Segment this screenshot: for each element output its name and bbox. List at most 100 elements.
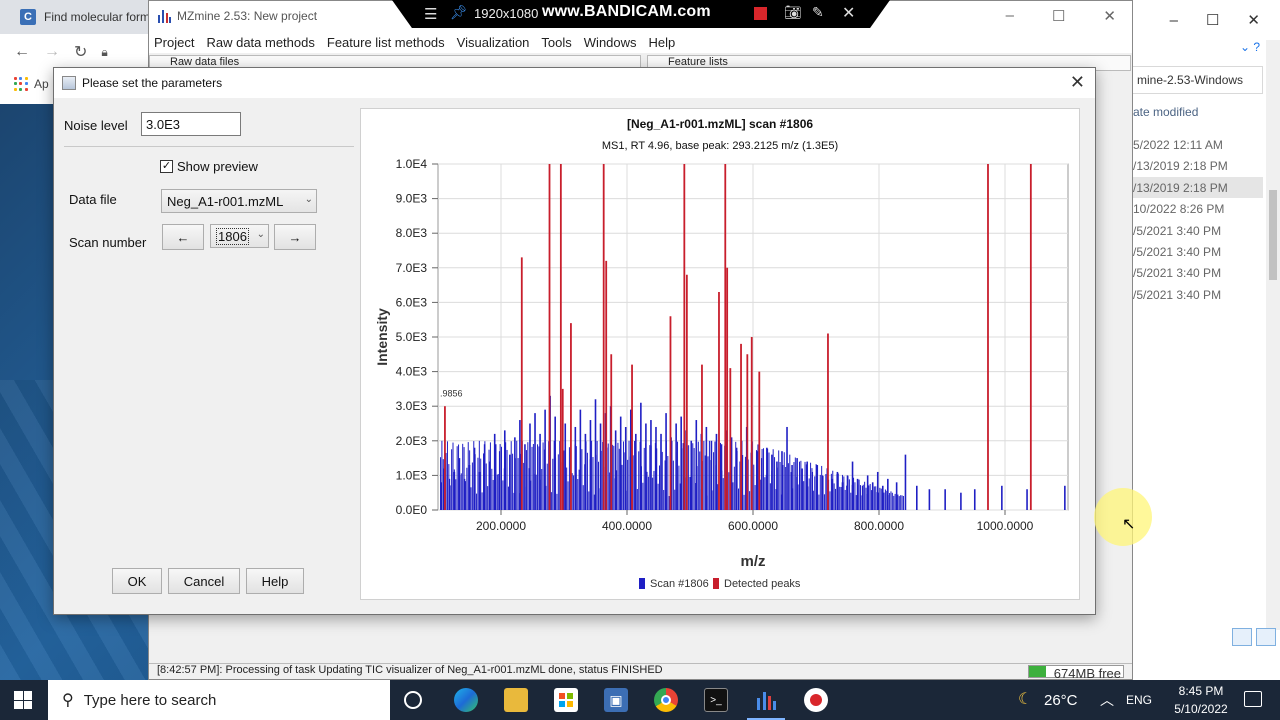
file-row-selected[interactable]: /13/2019 2:18 PM [1133, 176, 1263, 199]
data-file-value: Neg_A1-r001.mzML [167, 194, 284, 209]
chart-plot[interactable]: 0.0E0 1.0E3 2.0E3 3.0E3 4.0E3 5.0E3 6.0E3 7.0E3… [361, 109, 1081, 601]
file-row[interactable]: 5/2022 12:11 AM [1133, 138, 1223, 152]
active-app-indicator [747, 718, 785, 720]
y-tick-label: 4.0E3 [396, 365, 428, 379]
show-preview-label[interactable]: Show preview [177, 159, 258, 174]
file-explorer-icon[interactable] [504, 688, 528, 712]
explorer-window-controls: – ☐ ✕ [1133, 0, 1280, 40]
separator [64, 146, 354, 147]
mzmine-menubar: Project Raw data methods Feature list me… [149, 31, 1132, 53]
legend-swatch-detected [713, 578, 719, 589]
date-modified-column-header[interactable]: ate modified [1133, 105, 1199, 119]
minimize-icon[interactable]: – [1169, 11, 1178, 29]
y-tick-label: 7.0E3 [396, 261, 428, 275]
scrollbar-thumb[interactable] [1269, 190, 1277, 280]
file-row[interactable]: /5/2021 3:40 PM [1133, 266, 1222, 281]
file-row[interactable]: /13/2019 2:18 PM [1133, 159, 1228, 174]
menu-windows[interactable]: Windows [583, 34, 637, 50]
y-tick-label: 2.0E3 [396, 434, 428, 448]
scan-number-value: 1806 [216, 228, 249, 245]
bandicam-record-icon[interactable] [804, 688, 828, 712]
clock-time[interactable]: 8:45 PM [1178, 684, 1224, 698]
record-stop-icon[interactable] [754, 7, 767, 20]
data-file-label: Data file [69, 192, 117, 207]
y-tick-label: 3.0E3 [396, 399, 428, 413]
camera-icon[interactable]: 📷︎ [784, 4, 802, 20]
mzmine-taskbar-icon[interactable] [754, 688, 778, 712]
close-icon[interactable]: ✕ [1103, 8, 1116, 25]
file-row[interactable]: 10/2022 8:26 PM [1133, 202, 1225, 217]
mouse-cursor-icon: ↖ [1122, 516, 1136, 533]
menu-visualization[interactable]: Visualization [456, 34, 530, 50]
menu-raw-data-methods[interactable]: Raw data methods [206, 34, 315, 50]
search-icon: ⚲ [62, 692, 74, 709]
pin-icon[interactable]: 📌︎ [450, 4, 468, 20]
search-placeholder: Type here to search [83, 691, 217, 709]
notification-icon[interactable] [1244, 691, 1262, 707]
close-icon[interactable]: ✕ [1247, 12, 1260, 29]
apps-bookmark-label[interactable]: Ap [34, 77, 49, 91]
close-icon[interactable]: ✕ [842, 5, 856, 22]
file-row[interactable]: /5/2021 3:40 PM [1133, 223, 1222, 238]
noise-level-label: Noise level [64, 118, 128, 133]
scan-number-select[interactable]: 1806 ⌄ [210, 224, 269, 248]
dialog-titlebar: Please set the parameters [54, 68, 1095, 98]
ok-button[interactable]: OK [112, 568, 162, 594]
back-arrow-icon[interactable]: ← [14, 43, 30, 60]
terminal-icon[interactable]: >_ [704, 688, 728, 712]
noise-level-input[interactable]: 3.0E3 [141, 112, 241, 136]
previous-scan-button[interactable]: ← [162, 224, 204, 250]
language-indicator[interactable]: ENG [1126, 693, 1153, 707]
apps-grid-icon[interactable] [14, 77, 28, 91]
chevron-down-icon[interactable]: ⌄ ? [1239, 40, 1260, 54]
menu-tools[interactable]: Tools [541, 34, 572, 50]
forward-arrow-icon[interactable]: → [44, 43, 60, 60]
help-button[interactable]: Help [246, 568, 304, 594]
task-view-icon[interactable] [404, 691, 422, 709]
clock-date[interactable]: 5/10/2022 [1174, 702, 1228, 716]
legend-label-scan: Scan #1806 [650, 578, 709, 590]
browser-tab-title[interactable]: Find molecular form [44, 10, 150, 24]
chart-title: [Neg_A1-r001.mzML] scan #1806 [626, 117, 814, 131]
explorer-scrollbar[interactable] [1266, 40, 1280, 630]
dialog-close-icon[interactable]: ✕ [1069, 72, 1085, 92]
y-axis-label: Intensity [374, 308, 390, 366]
minimize-icon[interactable]: – [1005, 7, 1014, 24]
menu-feature-list-methods[interactable]: Feature list methods [326, 34, 445, 50]
microsoft-store-icon[interactable] [554, 688, 578, 712]
data-file-select[interactable]: Neg_A1-r001.mzML ⌄ [161, 189, 317, 213]
tray-overflow-icon[interactable]: ︿ [1100, 692, 1114, 708]
windows-start-icon[interactable] [14, 691, 32, 709]
cancel-button[interactable]: Cancel [168, 568, 240, 594]
chrome-icon[interactable] [654, 688, 678, 712]
menu-project[interactable]: Project [154, 34, 195, 50]
chevron-down-icon: ⌄ [256, 229, 265, 240]
record-dot [810, 694, 822, 706]
mzmine-logo-icon [158, 10, 171, 23]
temperature[interactable]: 26°C [1044, 692, 1078, 709]
details-view-icon[interactable] [1232, 628, 1252, 646]
show-preview-checkbox[interactable]: ✓ [160, 160, 173, 173]
file-row[interactable]: /5/2021 3:40 PM [1133, 244, 1222, 259]
weather-moon-icon[interactable]: ☾ [1018, 691, 1033, 708]
menu-icon[interactable]: ☰ [424, 6, 438, 23]
parameters-dialog[interactable]: Please set the parameters ✕ Noise level … [53, 67, 1096, 615]
explorer-address-bar[interactable]: mine-2.53-Windows [1133, 66, 1263, 94]
reload-icon[interactable]: ↻ [74, 44, 88, 61]
file-row[interactable]: /5/2021 3:40 PM [1133, 287, 1222, 302]
spectrum-chart[interactable]: [Neg_A1-r001.mzML] scan #1806 MS1, RT 4.… [360, 108, 1080, 600]
edge-browser-icon[interactable] [454, 688, 478, 712]
file-explorer-window[interactable]: – ☐ ✕ ⌄ ? mine-2.53-Windows ate modified… [1133, 0, 1280, 680]
maximize-icon[interactable]: ☐ [1051, 8, 1066, 25]
dialog-title: Please set the parameters [82, 76, 223, 90]
maximize-icon[interactable]: ☐ [1205, 12, 1220, 29]
memory-indicator[interactable]: 674MB free [1028, 665, 1124, 681]
menu-help[interactable]: Help [648, 34, 676, 50]
pencil-icon[interactable]: ✎ [812, 4, 824, 20]
x-tick-label: 200.0000 [476, 519, 526, 533]
taskbar-search-box[interactable]: ⚲ Type here to search [48, 680, 390, 720]
chrome-center [661, 695, 671, 705]
large-icons-view-icon[interactable] [1256, 628, 1276, 646]
remote-desktop-icon[interactable]: ▣ [604, 688, 628, 712]
next-scan-button[interactable]: → [274, 224, 316, 250]
